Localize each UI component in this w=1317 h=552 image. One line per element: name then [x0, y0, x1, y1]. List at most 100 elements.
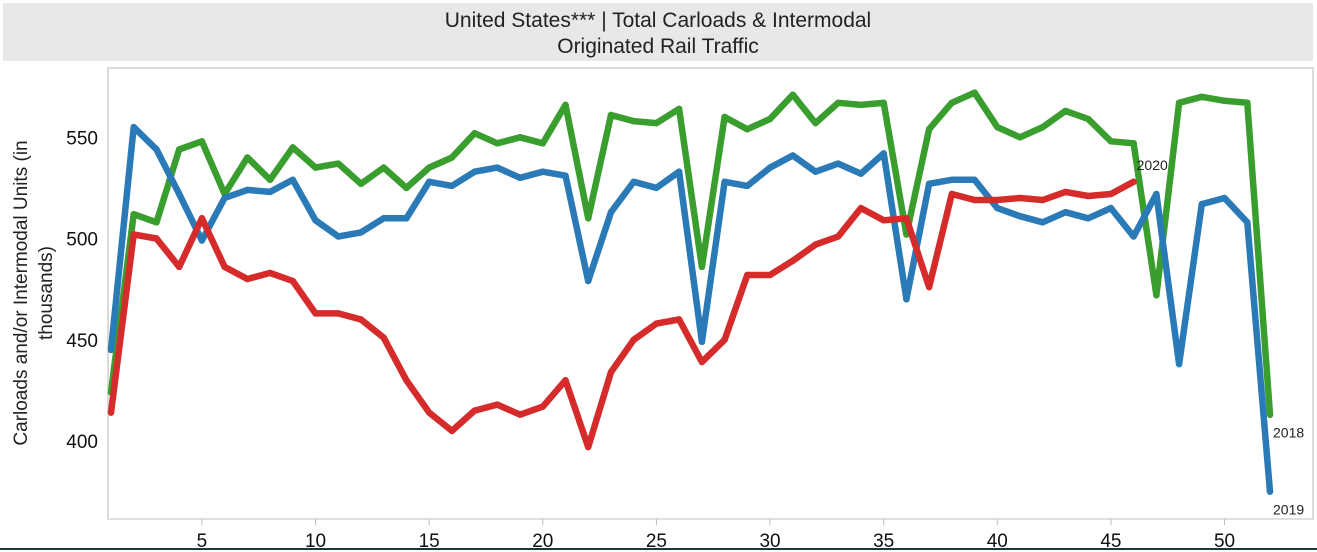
data-point-2018: [675, 105, 683, 113]
y-axis-title-line-1: Carloads and/or Intermodal Units (in: [11, 140, 32, 445]
data-point-2020: [721, 336, 728, 343]
data-point-2020: [494, 401, 501, 408]
data-point-2018: [312, 164, 319, 171]
data-point-2018: [425, 164, 433, 171]
data-point-2019: [448, 182, 456, 190]
data-point-2018: [789, 91, 796, 98]
data-point-2019: [539, 168, 546, 175]
data-point-2020: [1062, 188, 1069, 196]
data-point-2020: [994, 196, 1001, 204]
data-point-2018: [130, 211, 137, 218]
data-point-2020: [1084, 192, 1092, 200]
data-point-2019: [562, 172, 569, 179]
data-point-2020: [903, 215, 910, 222]
data-point-2020: [1016, 194, 1024, 202]
data-point-2019: [357, 229, 365, 236]
data-point-2019: [766, 164, 774, 171]
data-point-2020: [516, 411, 524, 418]
data-point-2018: [607, 111, 615, 119]
data-point-2018: [630, 117, 637, 125]
data-point-2018: [925, 125, 933, 133]
data-point-2018: [516, 134, 524, 141]
data-point-2018: [835, 99, 842, 107]
data-point-2019: [653, 184, 660, 192]
data-point-2018: [698, 263, 706, 271]
data-point-2020: [175, 263, 183, 271]
series-line-2018: [107, 89, 1274, 418]
data-point-2020: [607, 368, 615, 376]
data-point-2019: [789, 152, 796, 159]
data-point-2019: [494, 164, 501, 171]
series-line-2020: [107, 178, 1137, 451]
data-point-2019: [153, 146, 160, 153]
data-point-2019: [903, 296, 910, 303]
data-point-2019: [107, 346, 115, 354]
data-point-2019: [925, 180, 933, 188]
data-point-2019: [244, 186, 251, 194]
x-tick-label: 15: [419, 531, 440, 552]
data-point-2020: [948, 190, 956, 198]
y-axis-ticks: 400 450 500 550: [66, 128, 98, 453]
data-point-2020: [107, 409, 115, 416]
series-line-2019: [107, 123, 1274, 495]
data-point-2018: [744, 125, 751, 133]
data-point-2019: [607, 208, 615, 216]
data-point-2018: [403, 184, 410, 192]
data-point-2020: [448, 427, 456, 435]
data-point-2019: [1244, 219, 1251, 226]
data-point-2019: [812, 168, 819, 175]
data-point-2020: [335, 310, 342, 317]
data-point-2019: [721, 178, 728, 185]
data-point-2018: [244, 154, 251, 161]
data-point-2020: [630, 336, 637, 343]
data-point-2020: [857, 204, 865, 212]
data-point-2019: [857, 170, 865, 177]
data-point-2020: [198, 215, 206, 222]
data-point-2020: [471, 407, 478, 414]
x-tick-label: 25: [646, 531, 667, 552]
data-point-2018: [1221, 97, 1228, 105]
data-point-2019: [1062, 208, 1069, 216]
data-point-2018: [1062, 107, 1069, 115]
data-point-2018: [1175, 99, 1183, 107]
data-point-2020: [130, 231, 137, 238]
data-point-2020: [1107, 190, 1115, 198]
data-point-2019: [1175, 360, 1183, 368]
data-point-2019: [698, 338, 706, 345]
data-point-2020: [266, 269, 274, 277]
data-point-2019: [1039, 219, 1046, 226]
data-point-2019: [994, 204, 1001, 212]
data-point-2018: [721, 113, 728, 121]
data-point-2019: [744, 182, 751, 190]
data-point-2019: [971, 176, 978, 183]
data-point-2018: [971, 89, 978, 96]
data-point-2019: [948, 176, 956, 183]
data-point-2018: [289, 144, 297, 151]
data-point-2020: [744, 271, 751, 279]
data-point-2019: [585, 277, 592, 285]
data-point-2019: [471, 168, 478, 175]
data-point-2020: [835, 233, 842, 240]
y-axis-title: Carloads and/or Intermodal Units (in tho…: [11, 140, 57, 445]
data-point-2020: [289, 277, 297, 285]
data-point-2019: [675, 168, 683, 175]
data-point-2018: [1084, 115, 1092, 123]
data-point-2020: [425, 409, 433, 416]
data-point-2019: [266, 188, 274, 196]
data-point-2018: [335, 160, 342, 167]
data-point-2018: [1244, 99, 1251, 107]
data-point-2019: [335, 233, 342, 240]
series-label-2020: 2020: [1137, 157, 1168, 173]
chart-title-band: United States*** | Total Carloads & Inte…: [3, 3, 1313, 61]
y-tick-label: 550: [66, 128, 98, 149]
data-point-2019: [380, 215, 387, 222]
series-label-2018: 2018: [1273, 425, 1304, 441]
data-point-2018: [880, 99, 887, 107]
data-point-2019: [1107, 204, 1115, 212]
data-point-2020: [357, 316, 365, 323]
data-point-2020: [403, 377, 410, 384]
data-point-2020: [880, 217, 887, 224]
data-point-2018: [471, 130, 478, 137]
y-tick-label: 500: [66, 230, 98, 251]
data-point-2018: [1107, 138, 1115, 145]
